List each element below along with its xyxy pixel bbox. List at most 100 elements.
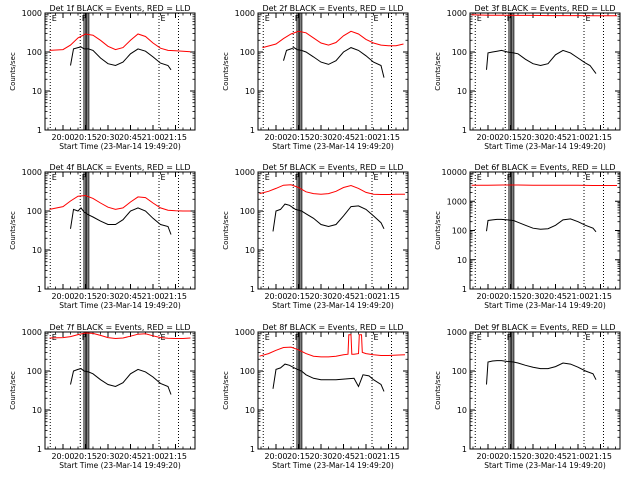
x-tick-label: 20:30: [309, 452, 332, 461]
series-line-events: [272, 363, 385, 392]
x-tick-label: 20:30: [521, 133, 544, 142]
x-tick-label: 20:30: [521, 452, 544, 461]
panel-det-5: Det 5f BLACK = Events, RED = LLD 1 10 100 10…: [222, 163, 409, 310]
y-axis-label: Counts/sec: [434, 211, 442, 250]
x-axis-label: Start Time (23-Mar-14 19:49:20): [484, 301, 606, 310]
y-tick-label: 1000: [235, 328, 255, 337]
series-line-lld: [49, 194, 191, 212]
y-tick-label: 100: [240, 367, 255, 376]
event-marker-label: E: [265, 173, 270, 182]
panel-det-1: Det 1f BLACK = Events, RED = LLD 1 10 100 10…: [9, 4, 196, 151]
y-tick-label: 1000: [235, 168, 255, 177]
y-tick-label: 10: [457, 256, 467, 265]
plot-frame: [469, 331, 621, 450]
plot-frame: [44, 12, 196, 131]
x-tick-label: 21:15: [589, 292, 612, 301]
y-tick-label: 100: [240, 48, 255, 57]
y-tick-label: 10: [32, 246, 42, 255]
y-tick-label: 1: [462, 285, 467, 294]
y-tick-label: 1000: [22, 328, 42, 337]
x-tick-label: 21:15: [589, 452, 612, 461]
y-tick-label: 10000: [442, 168, 467, 177]
x-axis-label: Start Time (23-Mar-14 19:49:20): [484, 142, 606, 151]
panel-title: Det 7f BLACK = Events, RED = LLD: [49, 323, 190, 332]
x-tick-label: 20:00: [51, 452, 74, 461]
y-tick-label: 10: [457, 87, 467, 96]
x-tick-label: 20:45: [119, 452, 142, 461]
y-tick-label: 1000: [235, 9, 255, 18]
y-tick-label: 10: [245, 246, 255, 255]
x-tick-label: 20:45: [332, 133, 355, 142]
panel-title: Det 9f BLACK = Events, RED = LLD: [474, 323, 615, 332]
x-tick-label: 21:00: [141, 292, 164, 301]
plot-frame: [257, 331, 409, 450]
x-tick-label: 21:15: [377, 133, 400, 142]
y-tick-label: 1000: [447, 197, 467, 206]
y-axis-label: Counts/sec: [9, 52, 17, 91]
x-tick-label: 21:00: [141, 452, 164, 461]
y-axis-label: Counts/sec: [434, 371, 442, 410]
y-tick-label: 1000: [22, 168, 42, 177]
event-marker-label: E: [477, 333, 482, 342]
y-tick-label: 100: [452, 48, 467, 57]
series-line-events: [70, 368, 172, 395]
event-marker-label: E: [477, 14, 482, 23]
x-tick-label: 21:00: [566, 292, 589, 301]
x-tick-label: 21:15: [377, 292, 400, 301]
x-tick-label: 21:15: [164, 452, 187, 461]
x-axis-label: Start Time (23-Mar-14 19:49:20): [59, 301, 181, 310]
y-tick-label: 1: [250, 445, 255, 454]
y-tick-label: 1000: [22, 9, 42, 18]
panel-title: Det 1f BLACK = Events, RED = LLD: [49, 4, 190, 13]
x-axis-label: Start Time (23-Mar-14 19:49:20): [59, 461, 181, 470]
y-tick-label: 100: [27, 367, 42, 376]
y-tick-label: 10: [245, 406, 255, 415]
event-marker-label: E: [161, 173, 166, 182]
series-line-lld: [49, 33, 191, 53]
event-marker-label: E: [586, 173, 591, 182]
x-tick-label: 20:00: [264, 133, 287, 142]
plot-frame: [257, 12, 409, 131]
series-line-lld: [49, 332, 191, 340]
event-marker-label: E: [265, 333, 270, 342]
x-tick-label: 20:45: [119, 292, 142, 301]
x-tick-label: 20:00: [264, 452, 287, 461]
y-tick-label: 100: [452, 367, 467, 376]
series-line-events: [70, 207, 172, 235]
panel-title: Det 6f BLACK = Events, RED = LLD: [474, 163, 615, 172]
y-tick-label: 100: [452, 227, 467, 236]
x-tick-label: 20:15: [74, 292, 97, 301]
y-tick-label: 1: [462, 445, 467, 454]
x-tick-label: 21:00: [354, 292, 377, 301]
series-line-lld: [262, 30, 404, 49]
x-axis-label: Start Time (23-Mar-14 19:49:20): [484, 461, 606, 470]
series-line-lld: [259, 184, 405, 195]
x-tick-label: 21:15: [589, 133, 612, 142]
x-tick-label: 20:00: [264, 292, 287, 301]
x-tick-label: 20:30: [309, 292, 332, 301]
y-axis-label: Counts/sec: [9, 211, 17, 250]
event-marker-label: E: [586, 333, 591, 342]
x-tick-label: 20:45: [332, 452, 355, 461]
x-tick-label: 20:15: [287, 292, 310, 301]
series-line-events: [486, 49, 597, 74]
x-tick-label: 20:45: [119, 133, 142, 142]
panel-det-4: Det 4f BLACK = Events, RED = LLD 1 10 100 10…: [9, 163, 196, 310]
y-tick-label: 1: [37, 285, 42, 294]
x-tick-label: 20:00: [51, 292, 74, 301]
y-axis-label: Counts/sec: [222, 52, 230, 91]
y-tick-label: 100: [240, 207, 255, 216]
panel-det-3: Det 3f BLACK = Events, RED = LLD 1 10 100 10…: [434, 4, 621, 151]
x-tick-label: 21:00: [141, 133, 164, 142]
panel-title: Det 2f BLACK = Events, RED = LLD: [262, 4, 403, 13]
x-tick-label: 20:45: [332, 292, 355, 301]
y-tick-label: 10: [245, 87, 255, 96]
y-tick-label: 1: [250, 285, 255, 294]
x-tick-label: 21:00: [566, 452, 589, 461]
y-tick-label: 1: [250, 126, 255, 135]
x-tick-label: 20:30: [96, 292, 119, 301]
series-line-events: [486, 360, 597, 385]
x-tick-label: 20:30: [96, 133, 119, 142]
x-tick-label: 21:00: [354, 133, 377, 142]
